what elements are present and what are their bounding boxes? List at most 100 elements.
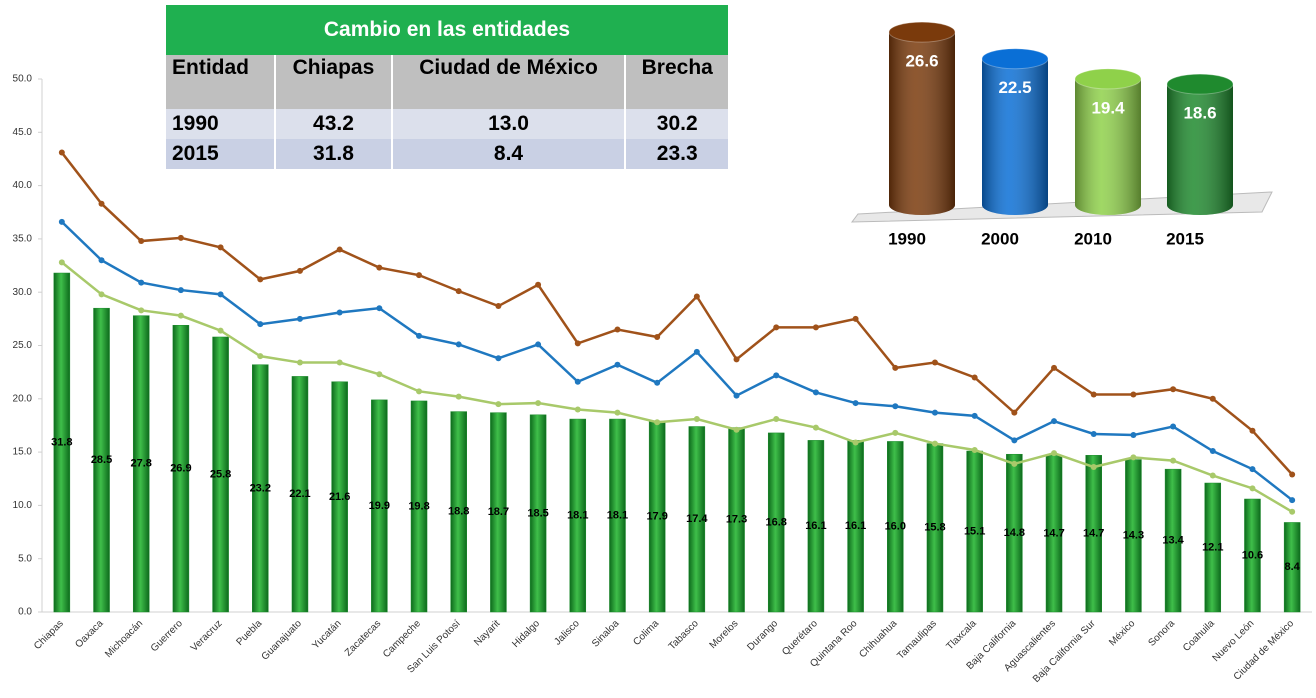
point	[971, 446, 978, 453]
point	[296, 267, 303, 274]
cylinder-shade	[889, 32, 955, 215]
header-cell: Ciudad de México	[391, 55, 627, 109]
x-tick-label: Coahuila	[1181, 618, 1217, 654]
point	[336, 359, 343, 366]
line	[60, 151, 1294, 476]
value-label: 16.0	[885, 521, 906, 533]
value-label: 14.7	[1043, 528, 1064, 540]
value-label: 8.4	[1285, 561, 1301, 573]
point	[416, 272, 423, 279]
x-tick-label: Querétaro	[780, 618, 820, 658]
bar	[1283, 522, 1301, 613]
point	[852, 315, 859, 322]
change-table: Cambio en las entidades Entidad Chiapas …	[166, 5, 730, 169]
bar	[371, 399, 388, 613]
point	[58, 259, 65, 266]
cell: 23.3	[625, 139, 730, 169]
value-label: 18.8	[448, 506, 469, 518]
bar	[212, 336, 229, 613]
y-tick-label: 25.0	[13, 340, 33, 351]
point	[376, 371, 383, 378]
cylinder-top	[1166, 73, 1234, 95]
x-tick-label: Yucatán	[310, 618, 343, 651]
x-tick-label: Morelos	[708, 618, 741, 651]
y-tick-label: 40.0	[13, 180, 33, 191]
category-label: 2000	[981, 229, 1019, 248]
bar	[132, 315, 150, 613]
bar	[807, 440, 825, 613]
point	[217, 291, 224, 298]
x-tick-label: Sinaloa	[590, 618, 622, 650]
point	[98, 257, 105, 264]
header-cell: Chiapas	[275, 55, 393, 109]
point	[535, 281, 542, 288]
point	[1090, 391, 1097, 398]
point	[416, 388, 423, 395]
point	[931, 440, 938, 447]
bar	[1204, 482, 1222, 613]
y-tick-label: 45.0	[13, 127, 33, 138]
value-label: 22.5	[998, 78, 1031, 97]
point	[892, 429, 899, 436]
y-tick-label: 35.0	[13, 234, 33, 245]
point	[1051, 364, 1058, 371]
point	[693, 348, 700, 355]
value-label: 25.8	[210, 468, 231, 480]
value-label: 19.9	[369, 500, 390, 512]
point	[177, 234, 184, 241]
cylinder-shade	[982, 58, 1048, 215]
point	[654, 333, 661, 340]
bar	[172, 324, 190, 613]
category-label: 2010	[1074, 229, 1112, 248]
point	[1090, 430, 1097, 437]
point	[931, 359, 938, 366]
cylinder-top	[888, 21, 956, 43]
cell: 30.2	[625, 109, 730, 139]
y-tick-label: 0.0	[18, 607, 32, 618]
point	[1170, 457, 1177, 464]
point	[1051, 418, 1058, 425]
value-label: 13.4	[1162, 534, 1184, 546]
cell: 1990	[166, 109, 277, 139]
value-label: 26.9	[170, 463, 191, 475]
point	[177, 312, 184, 319]
value-label: 18.7	[488, 506, 509, 518]
point	[257, 353, 264, 360]
bar	[53, 272, 71, 613]
bar	[609, 418, 626, 613]
x-tick-label: Chihuahua	[857, 618, 899, 660]
x-tick-label: Jalisco	[552, 618, 582, 648]
x-tick-label: Guerrero	[149, 618, 185, 654]
point	[1289, 497, 1296, 504]
value-label: 19.4	[1091, 98, 1125, 117]
point	[892, 364, 899, 371]
y-tick-label: 20.0	[13, 393, 33, 404]
point	[257, 321, 264, 328]
x-tick-label: Michoacán	[103, 618, 145, 660]
point	[535, 341, 542, 348]
point	[1289, 508, 1296, 515]
point	[58, 218, 65, 225]
bar	[569, 418, 587, 613]
value-label: 28.5	[91, 454, 112, 466]
value-label: 18.6	[1183, 104, 1216, 123]
point	[812, 389, 819, 396]
x-tick-label: Colima	[631, 618, 661, 648]
point	[296, 359, 303, 366]
point	[58, 149, 65, 156]
value-label: 18.1	[607, 509, 628, 521]
bar	[93, 307, 110, 613]
point	[455, 288, 462, 295]
point	[574, 378, 581, 385]
cylinder-shade	[1167, 84, 1233, 215]
point	[455, 393, 462, 400]
y-tick-label: 50.0	[13, 74, 33, 85]
cell: 43.2	[275, 109, 393, 139]
bar	[887, 441, 904, 613]
point	[614, 409, 621, 416]
point	[892, 403, 899, 410]
bar	[1244, 498, 1261, 613]
point	[773, 372, 780, 379]
point	[1170, 386, 1177, 393]
